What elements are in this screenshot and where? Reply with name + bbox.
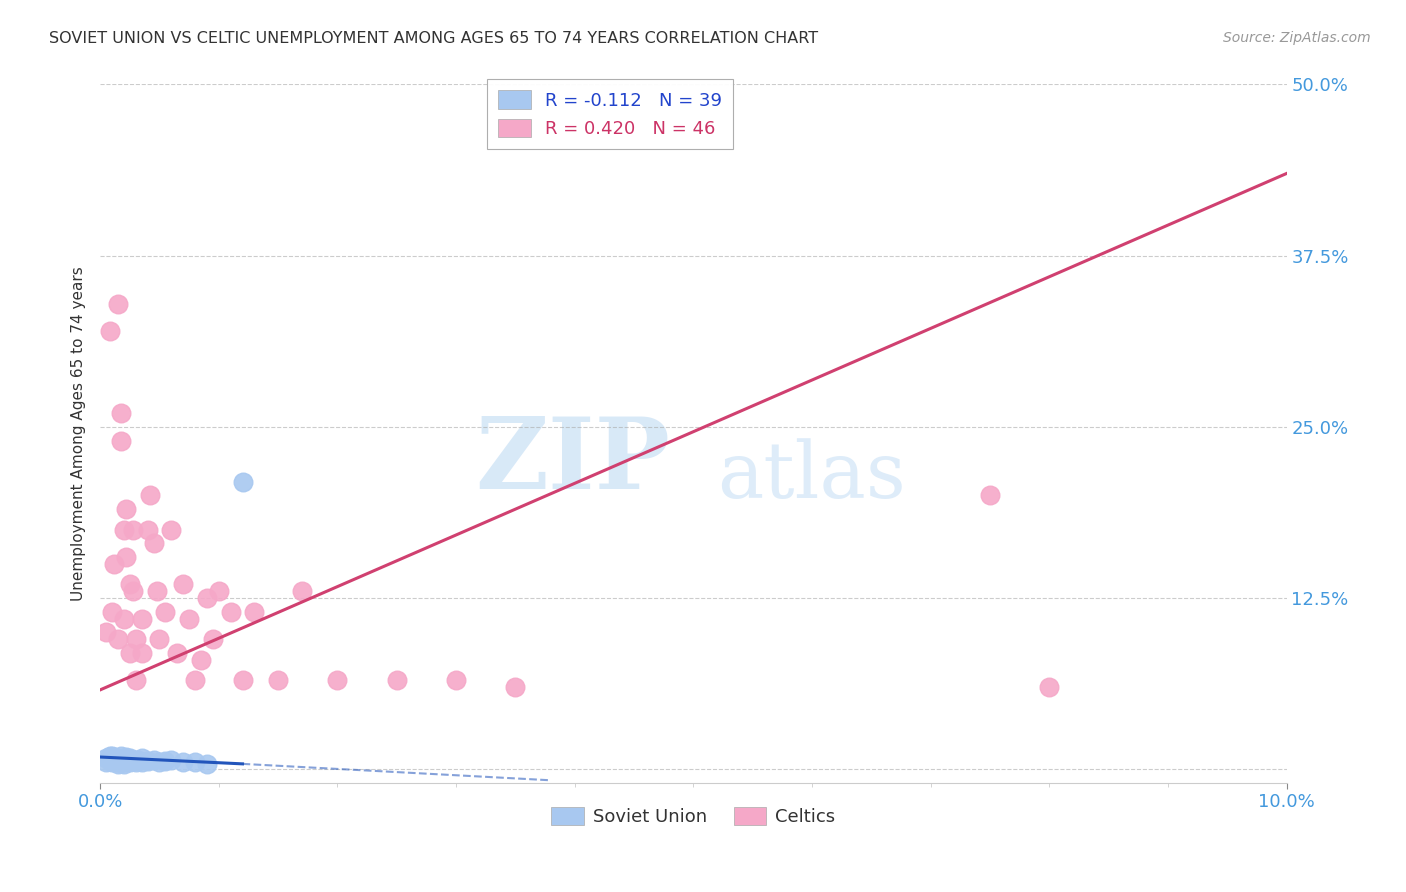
Point <box>131 756 153 770</box>
Point <box>118 646 141 660</box>
Point <box>98 324 121 338</box>
Point <box>98 748 121 763</box>
Point <box>94 625 117 640</box>
Legend: Soviet Union, Celtics: Soviet Union, Celtics <box>544 799 842 833</box>
Point <box>326 673 349 688</box>
Point <box>107 296 129 310</box>
Point <box>267 673 290 688</box>
Point <box>112 523 135 537</box>
Point <box>110 753 132 767</box>
Point <box>184 673 207 688</box>
Point <box>231 673 253 688</box>
Point <box>243 605 266 619</box>
Point <box>190 653 212 667</box>
Point <box>179 612 201 626</box>
Point <box>131 612 153 626</box>
Point <box>112 756 135 771</box>
Point <box>127 753 149 767</box>
Point <box>107 753 129 767</box>
Point <box>112 753 135 767</box>
Point <box>115 750 138 764</box>
Point <box>98 754 121 768</box>
Point <box>107 756 129 770</box>
Point <box>208 584 231 599</box>
Point <box>148 756 170 770</box>
Point <box>110 434 132 448</box>
Point <box>115 502 138 516</box>
Point <box>131 646 153 660</box>
Point <box>160 523 183 537</box>
Point <box>125 756 148 770</box>
Point <box>160 753 183 767</box>
Point <box>118 756 141 770</box>
Point <box>172 577 194 591</box>
Point <box>136 523 159 537</box>
Point <box>155 754 177 768</box>
Point <box>131 751 153 765</box>
Point <box>101 605 124 619</box>
Point <box>385 673 408 688</box>
Point <box>139 488 162 502</box>
Point <box>101 756 124 770</box>
Point <box>125 673 148 688</box>
Point <box>110 756 132 770</box>
Point <box>107 632 129 647</box>
Point <box>112 612 135 626</box>
Point <box>155 605 177 619</box>
Point <box>146 584 169 599</box>
Text: ZIP: ZIP <box>475 413 669 510</box>
Point <box>115 549 138 564</box>
Text: Source: ZipAtlas.com: Source: ZipAtlas.com <box>1223 31 1371 45</box>
Point <box>101 748 124 763</box>
Point <box>94 751 117 765</box>
Point <box>291 584 314 599</box>
Point <box>166 646 188 660</box>
Point <box>110 406 132 420</box>
Point <box>122 754 145 768</box>
Point <box>107 751 129 765</box>
Point <box>219 605 242 619</box>
Point <box>444 673 467 688</box>
Point <box>118 577 141 591</box>
Point <box>1038 680 1060 694</box>
Y-axis label: Unemployment Among Ages 65 to 74 years: Unemployment Among Ages 65 to 74 years <box>72 267 86 601</box>
Point <box>107 756 129 771</box>
Point <box>142 536 165 550</box>
Point <box>148 632 170 647</box>
Point <box>979 488 1001 502</box>
Point <box>122 523 145 537</box>
Point <box>110 748 132 763</box>
Point <box>142 753 165 767</box>
Point <box>115 754 138 768</box>
Point <box>122 584 145 599</box>
Point <box>505 680 527 694</box>
Text: SOVIET UNION VS CELTIC UNEMPLOYMENT AMONG AGES 65 TO 74 YEARS CORRELATION CHART: SOVIET UNION VS CELTIC UNEMPLOYMENT AMON… <box>49 31 818 46</box>
Point <box>172 756 194 770</box>
Point <box>118 751 141 765</box>
Point <box>195 756 218 771</box>
Point <box>136 754 159 768</box>
Point <box>112 756 135 770</box>
Point <box>125 632 148 647</box>
Text: atlas: atlas <box>717 438 905 514</box>
Point <box>103 557 125 571</box>
Point <box>122 753 145 767</box>
Point <box>201 632 224 647</box>
Point <box>107 754 129 768</box>
Point <box>231 475 253 489</box>
Point <box>94 756 117 770</box>
Point <box>103 750 125 764</box>
Point <box>101 753 124 767</box>
Point <box>184 756 207 770</box>
Point <box>103 754 125 768</box>
Point <box>195 591 218 606</box>
